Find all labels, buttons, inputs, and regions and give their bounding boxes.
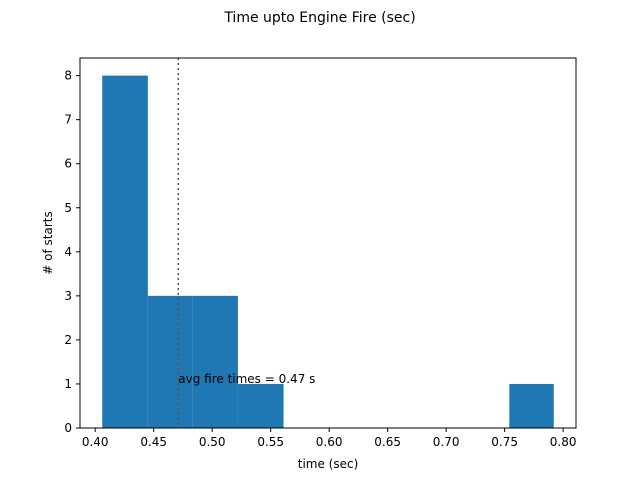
x-tick-label: 0.55 <box>257 435 284 449</box>
y-tick-label: 7 <box>64 113 72 127</box>
y-tick-label: 6 <box>64 157 72 171</box>
y-tick-label: 4 <box>64 245 72 259</box>
y-tick-label: 5 <box>64 201 72 215</box>
x-tick-label: 0.80 <box>550 435 577 449</box>
x-tick-label: 0.45 <box>140 435 167 449</box>
average-line-layer: avg fire times = 0.47 s <box>177 58 315 428</box>
histogram-bar-4 <box>237 383 284 428</box>
histogram-bar-10 <box>509 383 554 428</box>
average-fire-time-label: avg fire times = 0.47 s <box>178 372 315 386</box>
chart-title: Time upto Engine Fire (sec) <box>223 10 415 26</box>
y-tick-label: 0 <box>64 421 72 435</box>
x-tick-label: 0.40 <box>82 435 109 449</box>
y-tick-label: 1 <box>64 377 72 391</box>
plot-frame <box>79 57 577 429</box>
x-tick-label: 0.50 <box>199 435 226 449</box>
histogram-bar-1 <box>102 75 148 428</box>
x-axis-label: time (sec) <box>298 457 359 471</box>
histogram-bar-2 <box>147 295 193 428</box>
bars-layer <box>102 75 554 428</box>
x-tick-label: 0.75 <box>491 435 518 449</box>
histogram-bar-3 <box>192 295 238 428</box>
y-tick-label: 8 <box>64 69 72 83</box>
x-axis: 0.40 0.45 0.50 0.55 0.60 0.65 0.70 0.75 0.80 <box>82 428 577 449</box>
y-axis: 0 1 2 3 4 5 6 7 8 <box>64 69 80 435</box>
y-tick-label: 2 <box>64 333 72 347</box>
x-tick-label: 0.70 <box>433 435 460 449</box>
y-tick-label: 3 <box>64 289 72 303</box>
y-axis-label: # of starts <box>41 211 55 274</box>
x-tick-label: 0.60 <box>316 435 343 449</box>
x-tick-label: 0.65 <box>374 435 401 449</box>
